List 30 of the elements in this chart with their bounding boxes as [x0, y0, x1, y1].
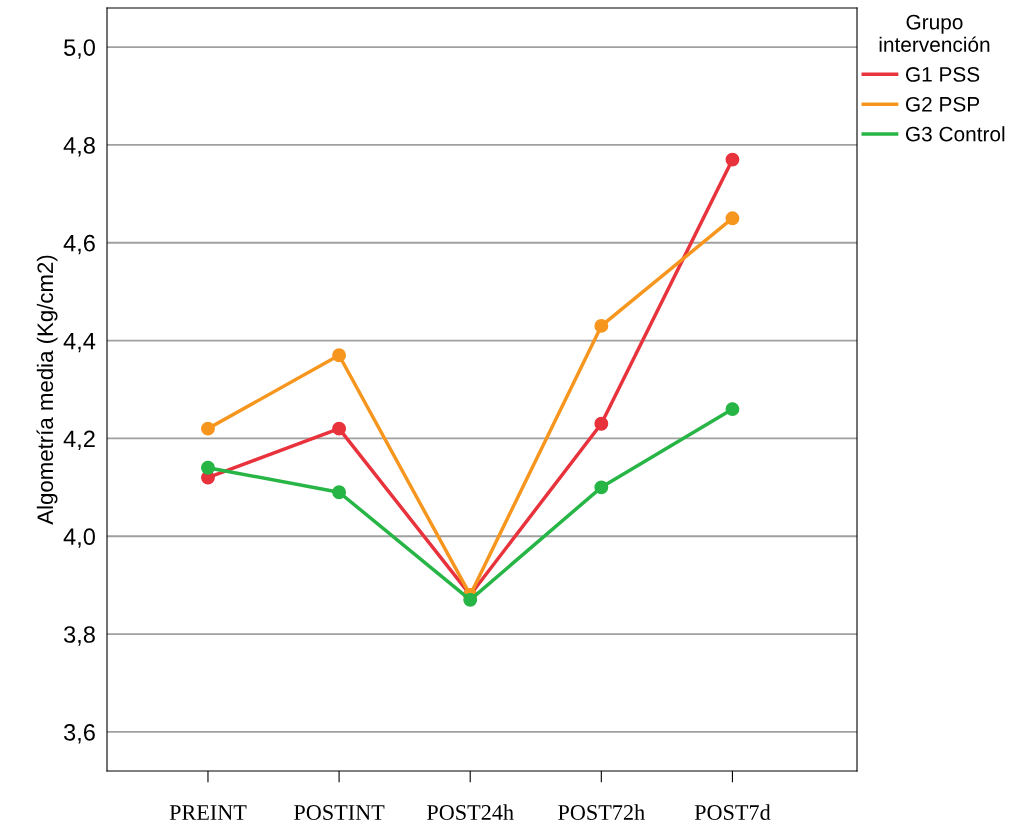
point	[332, 348, 347, 363]
legend-label: G3 Control	[905, 126, 1005, 142]
x-tick-label: PREINT	[169, 805, 247, 820]
legend-label: G1 PSS	[905, 67, 980, 82]
x-tick-label: POST24h	[427, 804, 514, 821]
point	[594, 480, 609, 495]
point	[594, 416, 609, 431]
legend-title: Grupo intervención	[879, 14, 990, 52]
point	[725, 211, 740, 226]
x-tick-label: POSTINT	[294, 805, 385, 821]
y-tick-label: 3,8	[63, 626, 95, 646]
x-tick-label: POST7d	[694, 804, 771, 821]
legend-label: G2 PSP	[905, 96, 980, 112]
y-axis-title: Algometría media (Kg/cm2)	[36, 255, 58, 525]
y-tick-label: 5,0	[64, 39, 95, 59]
y-tick-label: 4,2	[63, 430, 95, 450]
x-tick-label: POST72h	[558, 804, 645, 821]
point	[201, 460, 215, 475]
point	[332, 421, 347, 436]
y-tick-label: 4,4	[63, 332, 96, 353]
point	[332, 485, 347, 500]
point	[725, 152, 740, 167]
y-tick-label: 4,0	[63, 528, 95, 548]
point	[725, 402, 740, 417]
point	[201, 421, 215, 436]
point	[594, 318, 609, 333]
point	[463, 592, 478, 607]
y-tick-label: 4,6	[63, 234, 95, 255]
y-tick-label: 4,8	[63, 137, 95, 157]
y-tick-label: 3,6	[63, 723, 95, 744]
